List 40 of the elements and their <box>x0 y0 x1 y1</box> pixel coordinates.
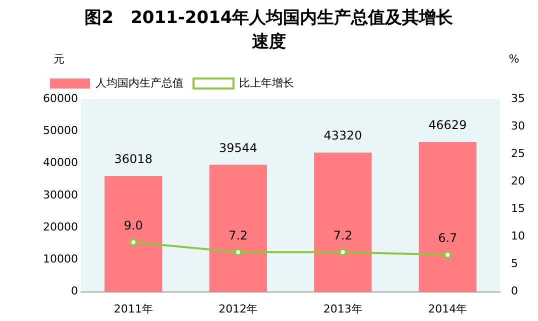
point <box>129 238 138 246</box>
point <box>444 250 452 259</box>
y2-tick-label: 35 <box>511 92 526 105</box>
point <box>234 248 242 256</box>
legend-label: 比上年增长 <box>239 76 294 90</box>
y2-tick-label: 25 <box>511 146 526 160</box>
y2-tick-label: 10 <box>511 230 526 243</box>
data-label: 7.2 <box>333 228 352 242</box>
data-label: 7.2 <box>228 228 248 242</box>
bar <box>104 176 162 292</box>
chart-title: 图2 2011-2014年人均国内生产总值及其增长速度 <box>84 7 454 54</box>
x-tick-label: 2014年 <box>428 302 468 316</box>
data-label: 39544 <box>219 140 258 155</box>
bar <box>418 142 476 292</box>
data-label: 9.0 <box>124 218 143 232</box>
y2-tick-label: 15 <box>511 202 526 216</box>
y2-axis-title: % <box>508 52 520 66</box>
data-label: 43320 <box>324 128 362 143</box>
x-tick-label: 2012年 <box>218 302 258 316</box>
data-label: 46629 <box>428 118 467 132</box>
point <box>338 248 347 256</box>
data-label: 36018 <box>114 152 152 166</box>
y2-tick-label: 5 <box>511 257 518 270</box>
y-tick-label: 40000 <box>42 156 78 170</box>
y-tick-label: 30000 <box>42 188 78 202</box>
y2-tick-label: 20 <box>511 174 526 188</box>
y2-tick-label: 30 <box>511 119 526 132</box>
y-tick-label: 20000 <box>42 220 78 234</box>
x-tick-label: 2011年 <box>114 302 153 316</box>
data-label: 6.7 <box>438 231 458 246</box>
legend-label: 人均国内生产总值 <box>96 76 184 90</box>
y-tick-label: 0 <box>70 284 78 298</box>
y-axis-title: 元 <box>53 52 64 66</box>
bar <box>314 152 372 292</box>
y-tick-label: 50000 <box>42 124 78 137</box>
y-tick-label: 10000 <box>42 252 78 266</box>
bar <box>209 164 267 292</box>
y2-tick-label: 0 <box>511 284 518 298</box>
x-tick-label: 2013年 <box>323 302 362 316</box>
y-tick-label: 60000 <box>42 92 78 105</box>
